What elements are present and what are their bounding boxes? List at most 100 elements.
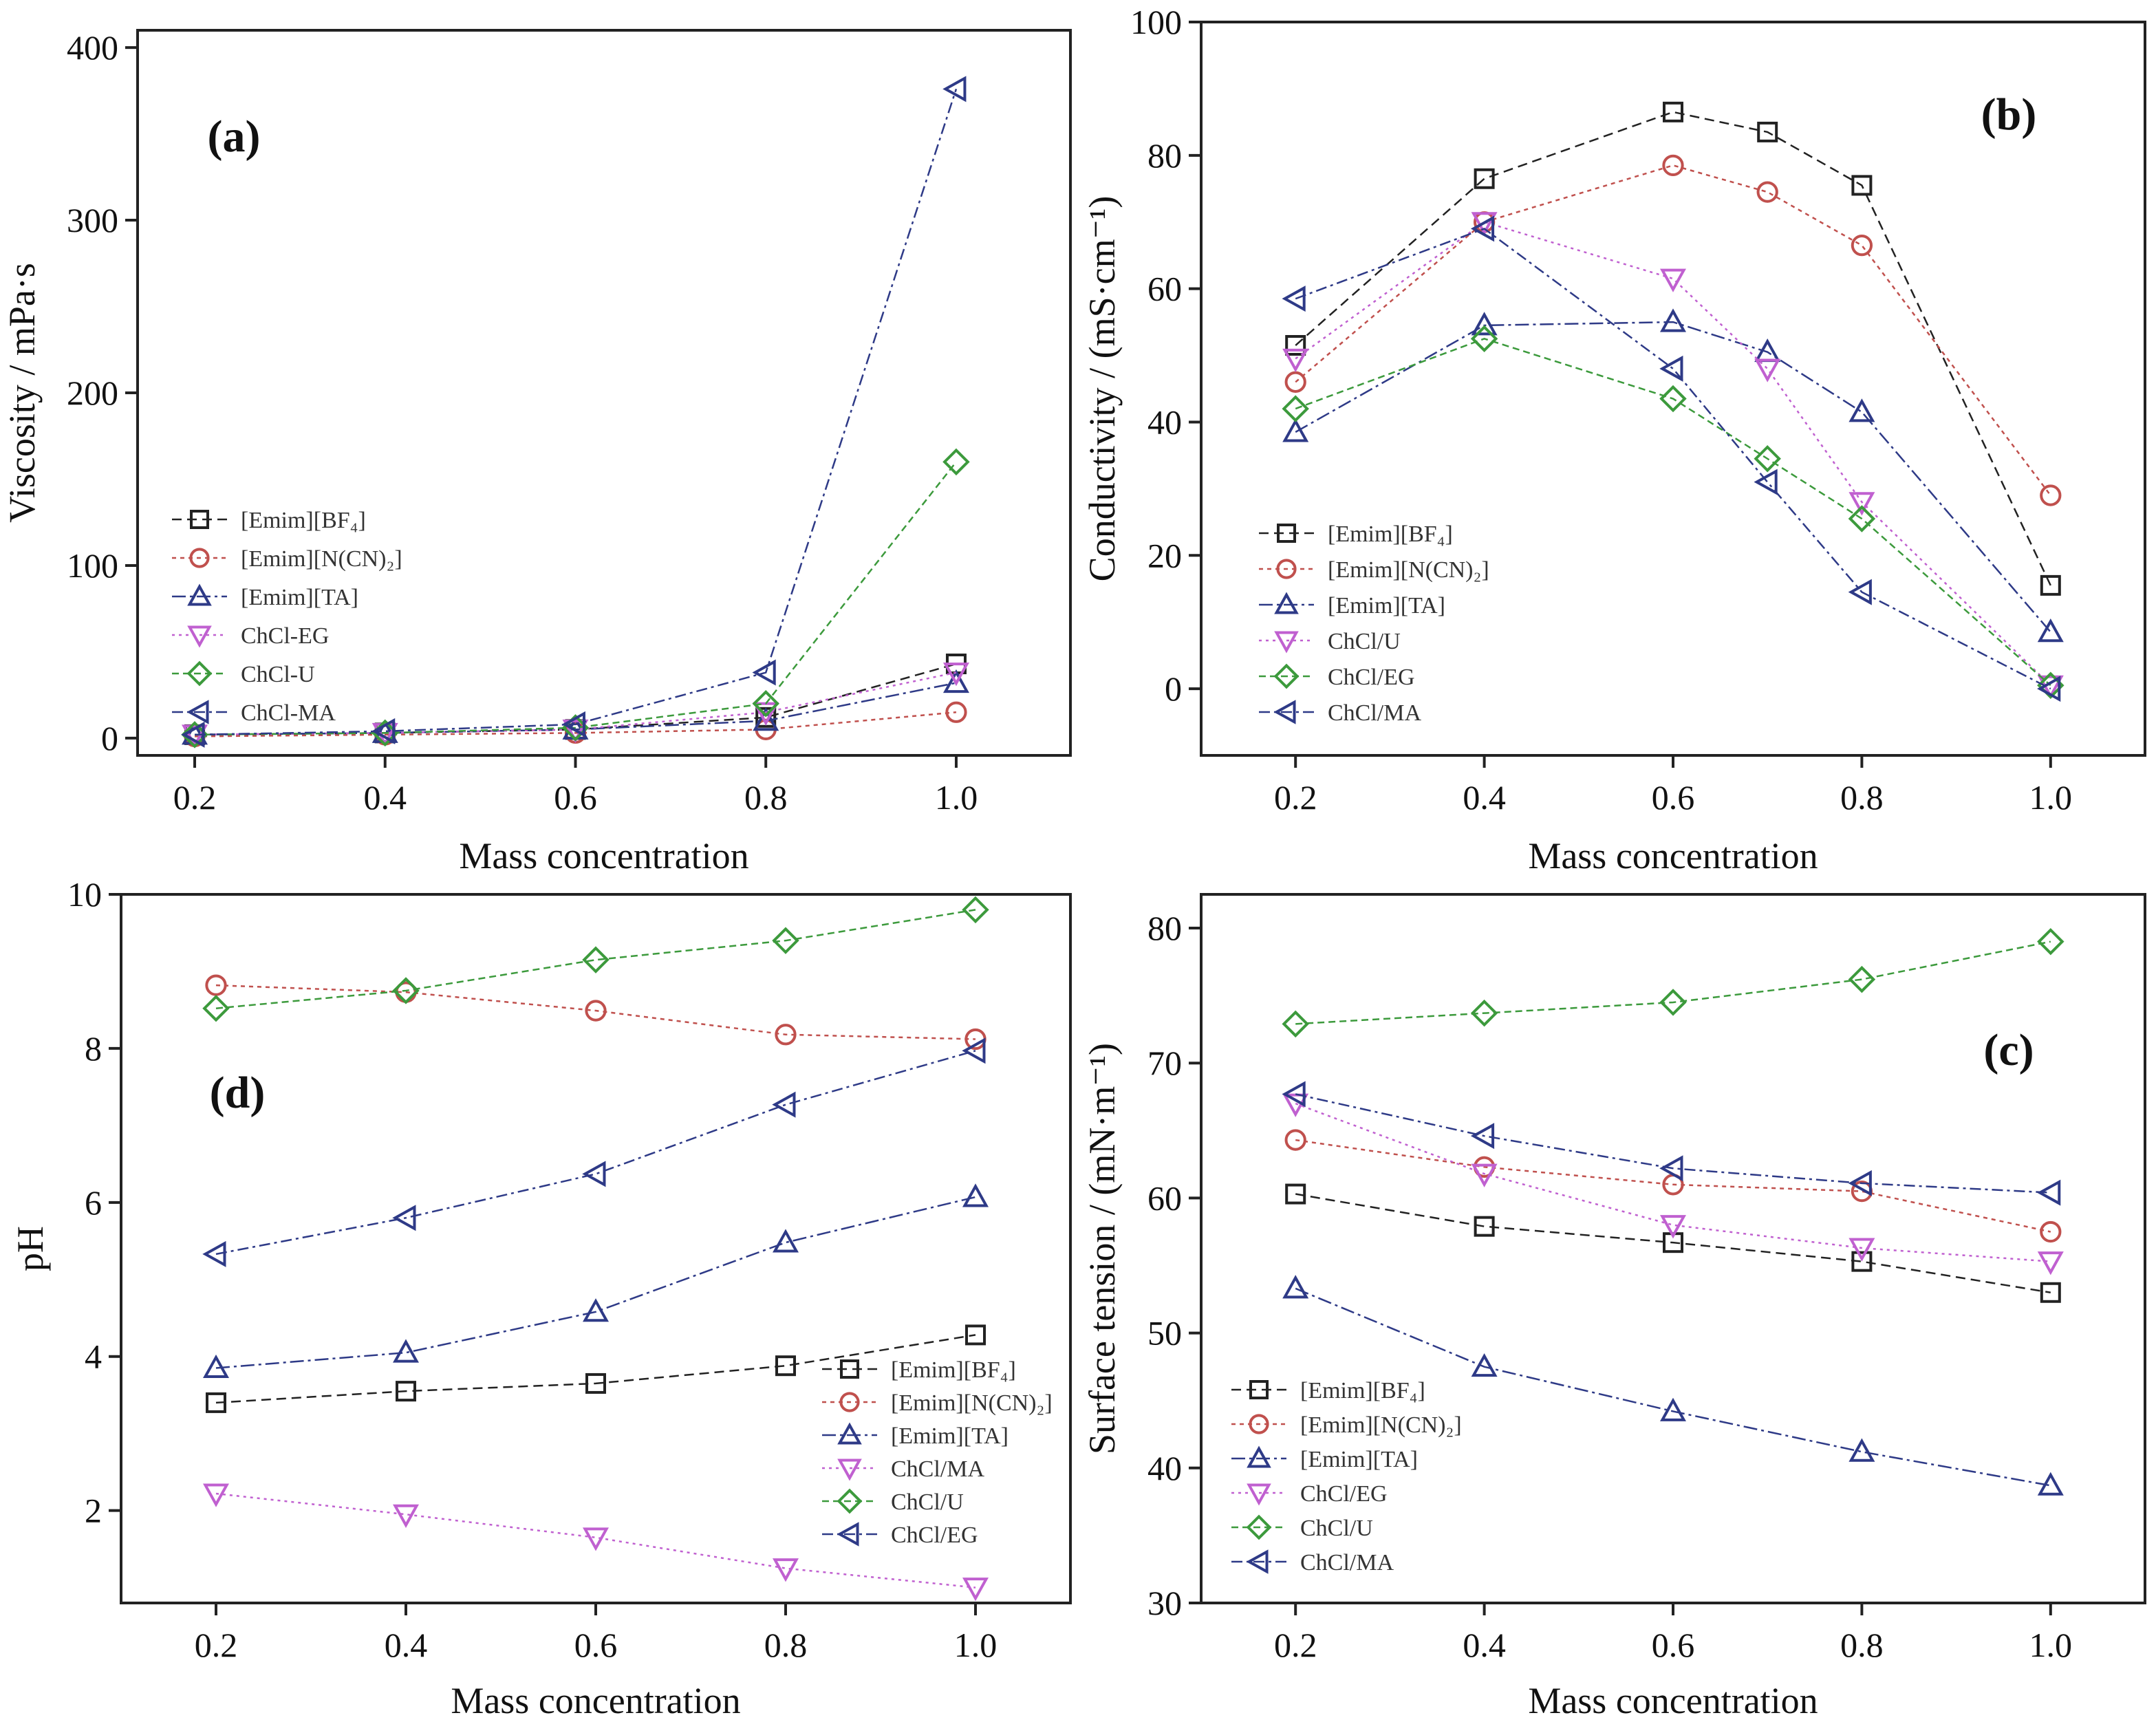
series-ChCl/U	[202, 896, 989, 1022]
data-point	[205, 974, 227, 996]
data-point	[393, 1339, 419, 1363]
series-line	[1295, 321, 2051, 633]
data-point	[1660, 1215, 1686, 1239]
legend-label: [Emim][TA]	[891, 1423, 1009, 1449]
legend-label: [Emim][TA]	[1328, 593, 1445, 618]
series-line	[215, 1492, 976, 1589]
legend-marker	[1249, 1380, 1269, 1399]
data-point	[752, 689, 779, 718]
data-point	[1659, 355, 1683, 382]
x-tick-label: 0.8	[744, 778, 788, 817]
y-tick-label: 20	[1147, 536, 1182, 574]
y-tick-label: 100	[67, 546, 118, 585]
data-point	[1848, 579, 1872, 605]
y-tick-label: 0	[101, 719, 118, 757]
data-point	[1282, 1275, 1309, 1299]
y-axis-label: Surface tension / (mN·m⁻¹)	[1081, 1043, 1123, 1454]
data-point	[1662, 154, 1684, 177]
data-point	[1757, 121, 1778, 142]
legend: [Emim][BF₄] [Emim][N(CN)₂] [Emim][TA] ChCl-…	[172, 508, 402, 726]
data-point	[1848, 505, 1876, 532]
legend-marker	[1274, 592, 1299, 614]
y-tick-label: 200	[67, 374, 118, 412]
legend-marker	[187, 583, 212, 606]
legend-marker	[190, 510, 209, 529]
data-point	[753, 707, 779, 731]
series-ChCl-MA	[181, 76, 967, 748]
series-ChCl/EG	[1282, 1093, 2064, 1275]
chart-panel-d: 0.2 0.4 0.6 0.8 1.0 2 4 6 8 10 Mass concentration p…	[10, 875, 1072, 1721]
y-tick-label: 4	[85, 1337, 102, 1376]
series-line	[215, 909, 976, 1009]
y-tick-label: 50	[1147, 1314, 1182, 1353]
data-point	[1756, 181, 1778, 203]
data-point	[1659, 385, 1687, 413]
series-line	[1295, 1093, 2051, 1194]
legend-marker	[1274, 631, 1299, 654]
x-tick-label: 0.2	[195, 1626, 238, 1664]
legend-label: [Emim][N(CN)₂]	[241, 546, 402, 572]
x-tick-label: 0.4	[385, 1626, 428, 1664]
data-point	[396, 1381, 416, 1402]
data-point	[561, 711, 585, 738]
series-line	[1295, 1193, 2051, 1293]
legend-label: ChCl/U	[891, 1489, 964, 1515]
legend: [Emim][BF₄] [Emim][N(CN)₂] [Emim][TA] ChCl/…	[822, 1357, 1053, 1548]
x-tick-label: 0.8	[764, 1626, 808, 1664]
y-tick-label: 400	[67, 28, 118, 67]
legend-marker	[837, 1522, 859, 1547]
data-point	[1470, 999, 1498, 1027]
y-tick-label: 100	[1130, 3, 1182, 41]
series-[Emim][BF4]	[1285, 1183, 2061, 1303]
data-point	[206, 1392, 226, 1413]
data-point	[1851, 1251, 1873, 1272]
panel-label: (c)	[1983, 1025, 2034, 1075]
data-point	[203, 1354, 229, 1379]
legend-label: ChCl/MA	[1300, 1550, 1394, 1575]
y-tick-label: 8	[85, 1029, 102, 1068]
series-line	[215, 984, 976, 1040]
data-point	[1282, 1081, 1306, 1108]
legend-marker	[1247, 1483, 1271, 1506]
legend-marker	[186, 700, 209, 724]
x-tick-label: 0.8	[1840, 1626, 1884, 1664]
data-point	[1285, 1183, 1306, 1205]
data-point	[1474, 1216, 1495, 1237]
data-point	[1282, 348, 1309, 373]
y-axis-label: Conductivity / (mS·cm⁻¹)	[1081, 196, 1123, 582]
data-point	[1471, 212, 1498, 236]
data-point	[942, 669, 969, 693]
legend-label: [Emim][N(CN)₂]	[1328, 557, 1489, 583]
series-[Emim][N(CN)2]	[205, 974, 987, 1051]
data-point	[1470, 1123, 1495, 1150]
series-ChCl/MA	[203, 1483, 989, 1602]
series-line	[1295, 940, 2051, 1025]
data-point	[1659, 1155, 1683, 1182]
y-axis-label: Viscosity / mPa·s	[1, 263, 43, 523]
x-tick-label: 1.0	[954, 1626, 998, 1664]
data-point	[1754, 358, 1781, 383]
series-line	[1295, 228, 2051, 690]
legend-label: [Emim][N(CN)₂]	[1300, 1412, 1462, 1438]
data-point	[1848, 398, 1875, 422]
data-point	[1851, 175, 1873, 196]
y-tick-label: 80	[1147, 909, 1182, 947]
y-tick-label: 80	[1147, 136, 1182, 175]
data-point	[585, 1373, 606, 1394]
x-tick-label: 0.2	[1274, 1626, 1317, 1664]
legend-label: ChCl/EG	[1328, 665, 1415, 690]
data-point	[582, 946, 610, 973]
y-axis-label: pH	[10, 1226, 51, 1271]
data-point	[942, 76, 967, 103]
series-[Emim][N(CN)2]	[1284, 1129, 2062, 1243]
data-point	[1660, 268, 1686, 292]
y-tick-label: 10	[67, 875, 102, 914]
legend-marker	[1273, 700, 1296, 724]
data-point	[1851, 234, 1873, 257]
data-point	[1471, 312, 1498, 336]
series-line	[1295, 337, 2051, 687]
data-point	[1282, 286, 1306, 312]
data-point	[2037, 676, 2061, 702]
data-point	[2040, 484, 2062, 506]
legend-label: ChCl/MA	[891, 1456, 984, 1482]
